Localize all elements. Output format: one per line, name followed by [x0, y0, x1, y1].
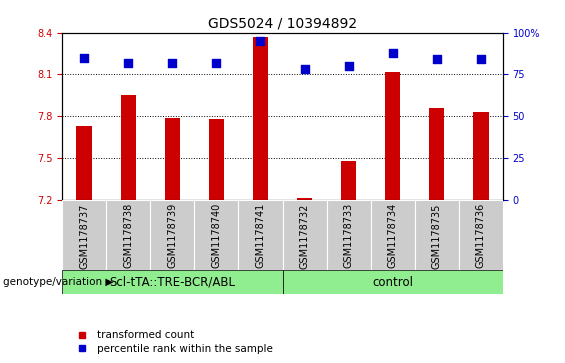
Point: [432, 57, 441, 62]
Text: GSM1178736: GSM1178736: [476, 203, 486, 269]
Bar: [238, 200, 282, 270]
Title: GDS5024 / 10394892: GDS5024 / 10394892: [208, 16, 357, 30]
Bar: [194, 200, 238, 270]
Text: GSM1178734: GSM1178734: [388, 203, 398, 269]
Text: GSM1178738: GSM1178738: [123, 203, 133, 269]
Text: GSM1178735: GSM1178735: [432, 203, 442, 269]
Text: genotype/variation ▶: genotype/variation ▶: [3, 277, 113, 287]
Point: [388, 50, 397, 56]
Bar: [341, 161, 357, 200]
Bar: [120, 95, 136, 200]
Bar: [164, 118, 180, 200]
Point: [344, 63, 353, 69]
Bar: [371, 200, 415, 270]
Bar: [327, 200, 371, 270]
Bar: [415, 200, 459, 270]
Text: GSM1178732: GSM1178732: [299, 203, 310, 269]
Text: GSM1178740: GSM1178740: [211, 203, 221, 269]
Text: GSM1178741: GSM1178741: [255, 203, 266, 269]
Text: Scl-tTA::TRE-BCR/ABL: Scl-tTA::TRE-BCR/ABL: [109, 276, 236, 289]
Bar: [106, 200, 150, 270]
Point: [124, 60, 133, 66]
Bar: [297, 198, 312, 200]
Bar: [62, 270, 282, 294]
Bar: [385, 72, 401, 200]
Bar: [253, 37, 268, 200]
Bar: [459, 200, 503, 270]
Point: [212, 60, 221, 66]
Point: [476, 57, 485, 62]
Bar: [473, 112, 489, 200]
Bar: [150, 200, 194, 270]
Bar: [208, 119, 224, 200]
Text: control: control: [372, 276, 413, 289]
Point: [168, 60, 177, 66]
Bar: [76, 126, 92, 200]
Legend: transformed count, percentile rank within the sample: transformed count, percentile rank withi…: [67, 326, 276, 358]
Bar: [282, 270, 503, 294]
Text: GSM1178739: GSM1178739: [167, 203, 177, 269]
Point: [300, 66, 309, 72]
Text: GSM1178737: GSM1178737: [79, 203, 89, 269]
Bar: [62, 200, 106, 270]
Point: [80, 55, 89, 61]
Point: [256, 38, 265, 44]
Bar: [429, 108, 445, 200]
Text: GSM1178733: GSM1178733: [344, 203, 354, 269]
Bar: [282, 200, 327, 270]
